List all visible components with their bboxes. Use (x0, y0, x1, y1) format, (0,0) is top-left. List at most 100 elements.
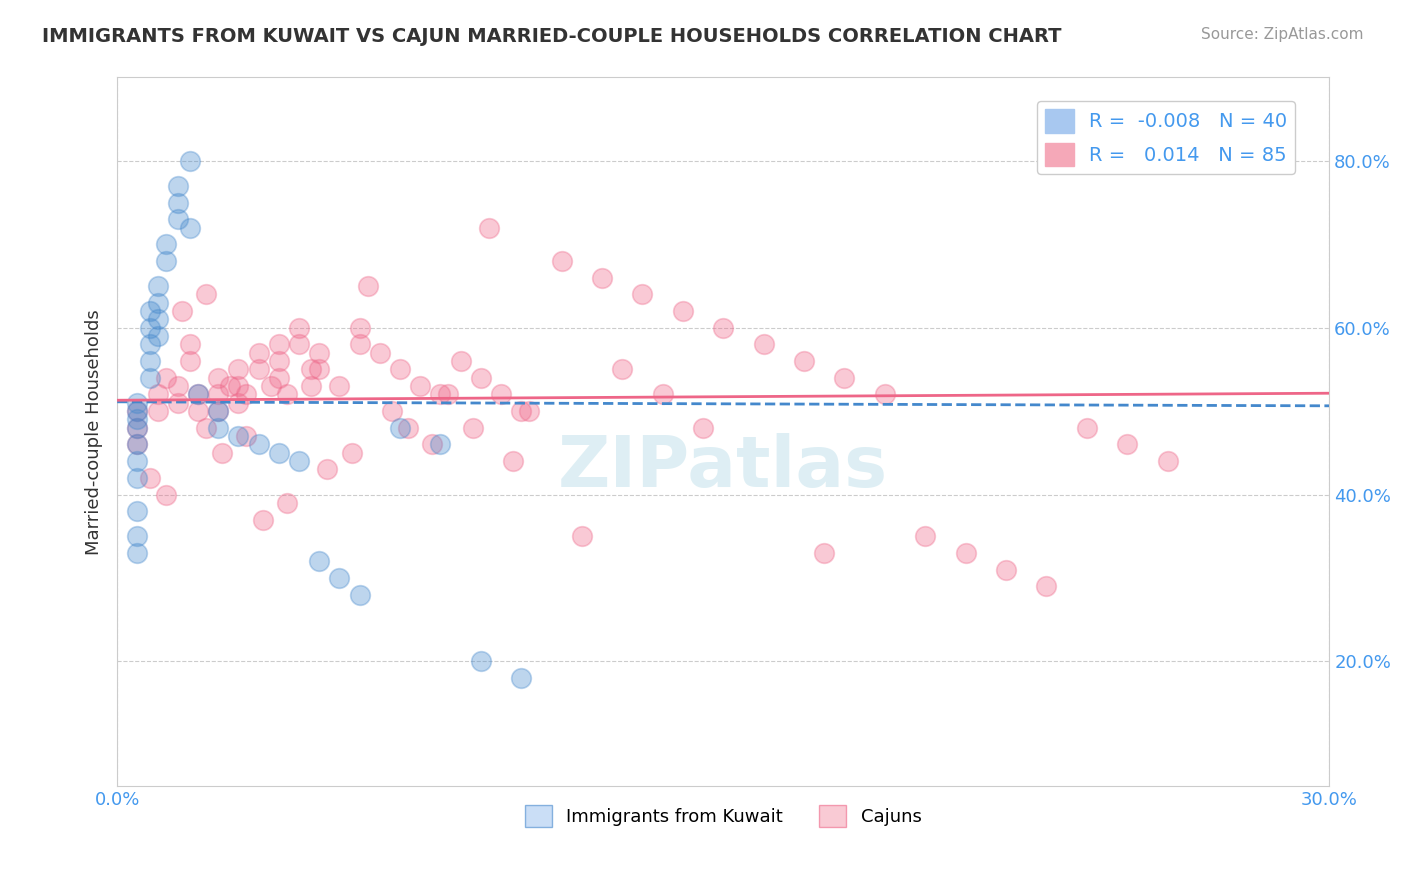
Point (299, 362, 322, 376)
Point (260, 379, 283, 393)
Point (247, 362, 270, 376)
Point (793, 354, 815, 368)
Point (955, 546, 977, 560)
Point (1156, 454, 1178, 468)
Point (752, 337, 775, 351)
Point (195, 421, 218, 435)
Point (146, 329, 169, 343)
Point (127, 404, 149, 418)
Point (316, 462, 339, 476)
Point (420, 437, 443, 451)
Point (146, 404, 169, 418)
Point (349, 320, 371, 334)
Point (368, 345, 391, 359)
Point (146, 387, 169, 401)
Point (170, 304, 193, 318)
Point (228, 362, 250, 376)
Point (127, 454, 149, 468)
Point (155, 237, 177, 252)
Point (1035, 579, 1057, 593)
Point (288, 320, 311, 334)
Point (127, 546, 149, 560)
Text: ZIPatlas: ZIPatlas (558, 433, 889, 502)
Point (995, 563, 1018, 577)
Point (166, 212, 188, 227)
Point (470, 370, 492, 384)
Point (146, 312, 169, 326)
Point (288, 337, 311, 351)
Point (247, 345, 270, 359)
Point (267, 337, 290, 351)
Point (127, 471, 149, 485)
Point (166, 195, 188, 210)
Point (429, 387, 451, 401)
Point (138, 337, 160, 351)
Text: IMMIGRANTS FROM KUWAIT VS CAJUN MARRIED-COUPLE HOUSEHOLDS CORRELATION CHART: IMMIGRANTS FROM KUWAIT VS CAJUN MARRIED-… (42, 27, 1062, 45)
Point (489, 387, 512, 401)
Point (207, 404, 229, 418)
Point (914, 529, 936, 543)
Point (127, 437, 149, 451)
Point (612, 362, 634, 376)
Point (510, 671, 533, 685)
Point (692, 421, 714, 435)
Legend: Immigrants from Kuwait, Cajuns: Immigrants from Kuwait, Cajuns (517, 797, 929, 834)
Point (267, 446, 290, 460)
Point (429, 437, 451, 451)
Point (155, 254, 177, 268)
Point (195, 287, 218, 301)
Point (550, 254, 572, 268)
Point (127, 529, 149, 543)
Point (127, 504, 149, 518)
Point (247, 437, 270, 451)
Point (187, 387, 209, 401)
Point (276, 496, 298, 510)
Point (146, 279, 169, 293)
Point (299, 379, 322, 393)
Point (228, 429, 250, 443)
Point (127, 412, 149, 426)
Point (478, 220, 501, 235)
Point (187, 387, 209, 401)
Point (450, 354, 472, 368)
Point (396, 421, 419, 435)
Point (1116, 437, 1139, 451)
Point (651, 387, 673, 401)
Point (267, 370, 290, 384)
Point (207, 404, 229, 418)
Point (349, 337, 371, 351)
Point (187, 404, 209, 418)
Point (470, 654, 492, 668)
Point (388, 421, 411, 435)
Point (138, 304, 160, 318)
Point (873, 387, 896, 401)
Point (631, 287, 654, 301)
Point (288, 454, 311, 468)
Point (381, 404, 404, 418)
Point (207, 370, 229, 384)
Point (219, 379, 242, 393)
Point (357, 279, 380, 293)
Point (155, 487, 177, 501)
Point (207, 387, 229, 401)
Point (166, 396, 188, 410)
Point (127, 421, 149, 435)
Point (146, 295, 169, 310)
Point (228, 396, 250, 410)
Point (328, 571, 350, 585)
Point (127, 437, 149, 451)
Point (179, 354, 201, 368)
Point (138, 354, 160, 368)
Point (138, 320, 160, 334)
Point (179, 337, 201, 351)
Point (211, 446, 233, 460)
Point (308, 362, 330, 376)
Point (349, 588, 371, 602)
Point (813, 546, 835, 560)
Point (571, 529, 593, 543)
Point (166, 178, 188, 193)
Point (155, 370, 177, 384)
Point (461, 421, 484, 435)
Point (235, 387, 257, 401)
Point (672, 304, 695, 318)
